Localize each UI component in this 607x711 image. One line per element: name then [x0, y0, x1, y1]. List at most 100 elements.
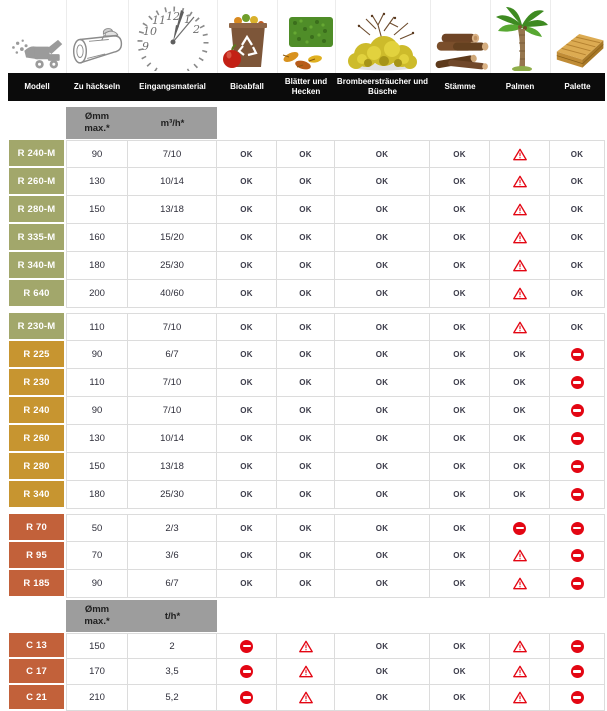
rate-cell: 15/20 — [128, 224, 217, 252]
cell-blätter-und-hecken: OK — [277, 140, 335, 168]
table-row-r-70: R 70 50 2/3 OK OK OK OK — [8, 514, 605, 542]
rate-cell: 10/14 — [128, 425, 217, 453]
table-row-r-240: R 240 90 7/10 OK OK OK OK OK — [8, 397, 605, 425]
cell-palette: OK — [550, 196, 605, 224]
ok-label: OK — [375, 667, 389, 676]
units-spacer — [8, 600, 66, 632]
cell-palette: OK — [550, 280, 605, 308]
cell-bioabfall: OK — [217, 196, 277, 224]
diameter-cell: 200 — [66, 280, 128, 308]
cell-palette: OK — [550, 224, 605, 252]
ok-label: OK — [240, 551, 253, 560]
diameter-cell: 180 — [66, 252, 128, 280]
cell-bioabfall: OK — [217, 542, 277, 570]
cell-brombeersträucher-und-büsche: OK — [335, 633, 430, 659]
cell-brombeersträucher-und-büsche: OK — [335, 397, 430, 425]
diameter-cell: 150 — [66, 453, 128, 481]
model-label: R 225 — [9, 341, 64, 367]
rate-cell: 40/60 — [128, 280, 217, 308]
table-row-r-260: R 260 130 10/14 OK OK OK OK OK — [8, 425, 605, 453]
diameter-cell: 150 — [66, 633, 128, 659]
pallet-icon — [556, 33, 604, 68]
ok-label: OK — [513, 406, 526, 415]
cell-stämme: OK — [430, 481, 490, 509]
svg-text:9: 9 — [142, 40, 149, 53]
cell-bioabfall: OK — [217, 168, 277, 196]
cell-brombeersträucher-und-büsche: OK — [335, 542, 430, 570]
ok-label: OK — [453, 289, 466, 298]
ok-label: OK — [240, 490, 253, 499]
warning-triangle-icon — [512, 665, 527, 678]
column-image-eingangsmaterial: 12 1 2 11 10 9 — [128, 0, 217, 73]
cell-stämme: OK — [430, 369, 490, 397]
palm-tree-icon — [495, 7, 548, 71]
cell-brombeersträucher-und-büsche: OK — [335, 514, 430, 542]
cell-stämme: OK — [430, 514, 490, 542]
ok-label: OK — [375, 434, 389, 443]
ok-label: OK — [299, 523, 312, 533]
cell-palmen — [490, 224, 550, 252]
cell-brombeersträucher-und-büsche: OK — [335, 570, 430, 598]
cell-stämme: OK — [430, 280, 490, 308]
ok-label: OK — [240, 205, 253, 214]
diameter-unit-line2: max.* — [84, 123, 110, 134]
cell-palette — [550, 570, 605, 598]
table-row-r-260-m: R 260-M 130 10/14 OK OK OK OK OK — [8, 168, 605, 196]
cell-stämme: OK — [430, 685, 490, 711]
cell-blätter-und-hecken: OK — [277, 224, 335, 252]
cell-bioabfall: OK — [217, 453, 277, 481]
cell-stämme: OK — [430, 542, 490, 570]
cell-blätter-und-hecken — [277, 659, 335, 685]
ok-label: OK — [240, 289, 253, 298]
cell-palmen: OK — [490, 425, 550, 453]
cell-palette — [550, 341, 605, 369]
cell-palmen: OK — [490, 481, 550, 509]
ok-label: OK — [453, 406, 466, 415]
cell-palette — [550, 481, 605, 509]
ok-label: OK — [453, 350, 466, 359]
ok-label: OK — [240, 149, 253, 159]
ok-label: OK — [513, 350, 526, 359]
cell-bioabfall: OK — [217, 313, 277, 341]
cell-blätter-und-hecken: OK — [277, 570, 335, 598]
ok-label: OK — [513, 378, 526, 387]
table-row-r-340: R 340 180 25/30 OK OK OK OK OK — [8, 481, 605, 509]
cell-bioabfall: OK — [217, 369, 277, 397]
cell-palette: OK — [550, 140, 605, 168]
cell-palmen — [490, 196, 550, 224]
cell-palette — [550, 453, 605, 481]
cell-bioabfall: OK — [217, 341, 277, 369]
cell-palmen: OK — [490, 369, 550, 397]
cell-palette — [550, 397, 605, 425]
column-image-blätter-und-hecken — [277, 0, 335, 73]
cell-stämme: OK — [430, 140, 490, 168]
model-label: R 640 — [9, 280, 64, 306]
diameter-cell: 160 — [66, 224, 128, 252]
cell-stämme: OK — [430, 570, 490, 598]
diameter-unit-line2: max.* — [84, 616, 110, 627]
units-subheader-row: Ømm max.* m³/h* — [8, 107, 605, 139]
cell-stämme: OK — [430, 425, 490, 453]
column-header-palette: Palette — [564, 82, 591, 92]
cell-palmen — [490, 685, 550, 711]
table-row-c-13: C 13 150 2 OK OK — [8, 633, 605, 659]
cell-bioabfall: OK — [217, 140, 277, 168]
rate-cell: 6/7 — [128, 341, 217, 369]
column-image-stämme — [430, 0, 490, 73]
rate-cell: 3,5 — [128, 659, 217, 685]
cell-palmen — [490, 659, 550, 685]
table-row-r-185: R 185 90 6/7 OK OK OK OK — [8, 570, 605, 598]
no-entry-icon — [570, 432, 584, 445]
log-sketch-icon — [72, 28, 122, 64]
svg-text:2: 2 — [192, 23, 200, 36]
svg-text:11: 11 — [152, 14, 166, 27]
cell-brombeersträucher-und-büsche: OK — [335, 685, 430, 711]
ok-label: OK — [299, 177, 312, 186]
ok-label: OK — [240, 462, 253, 471]
warning-triangle-icon — [512, 321, 527, 333]
cell-bioabfall — [217, 633, 277, 659]
cell-stämme: OK — [430, 397, 490, 425]
cell-blätter-und-hecken: OK — [277, 252, 335, 280]
no-entry-icon — [570, 404, 584, 417]
